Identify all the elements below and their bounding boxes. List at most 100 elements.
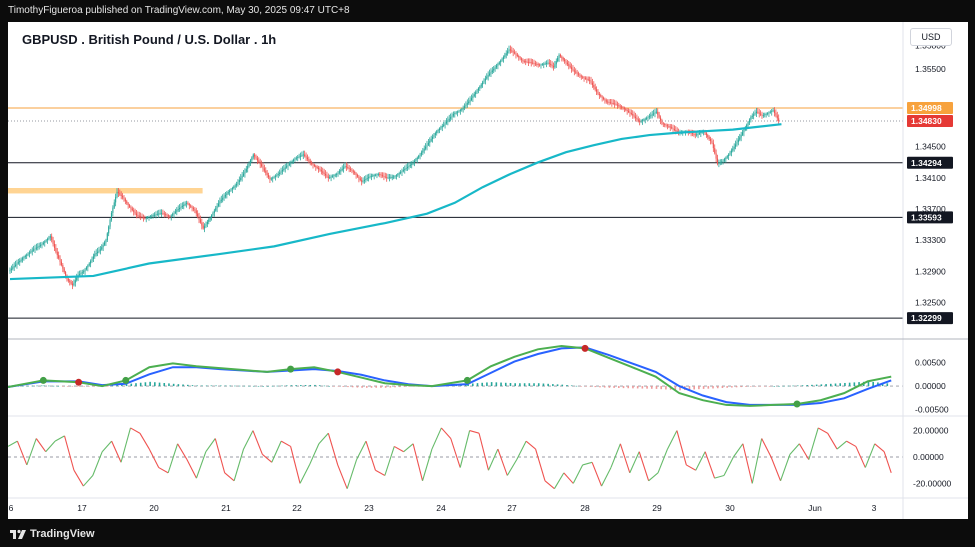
- candle-body: [583, 77, 585, 79]
- histogram-bar: [66, 386, 69, 387]
- candle-body: [719, 162, 721, 164]
- x-tick-label: 17: [77, 503, 87, 513]
- candle-body: [755, 111, 757, 114]
- candle-body: [665, 124, 667, 126]
- candle-body: [205, 224, 207, 227]
- candle-body: [363, 179, 365, 181]
- histogram-bar: [40, 385, 43, 387]
- candle-body: [669, 126, 671, 128]
- candle-body: [501, 58, 503, 61]
- candle-body: [76, 277, 78, 281]
- candle-body: [540, 64, 542, 66]
- histogram-bar: [106, 386, 109, 387]
- candle-body: [483, 80, 485, 83]
- chart-title: GBPUSD . British Pound / U.S. Dollar . 1…: [22, 32, 277, 47]
- candle-body: [470, 98, 473, 101]
- histogram-bar: [792, 385, 794, 387]
- histogram-bar: [603, 386, 606, 388]
- candle-body: [216, 205, 218, 209]
- histogram-bar: [533, 383, 535, 387]
- candle-body: [348, 168, 350, 169]
- momentum-line-segment: [770, 456, 782, 481]
- candle-body: [149, 216, 151, 218]
- histogram-bar: [398, 386, 401, 388]
- candle-body: [28, 252, 31, 254]
- candle-body: [716, 158, 719, 164]
- candle-body: [16, 263, 18, 265]
- y-tick-label: 1.35500: [915, 64, 946, 74]
- candle-body: [413, 160, 416, 163]
- candle-body: [138, 215, 140, 217]
- candle-body: [771, 110, 773, 112]
- candle-body: [497, 63, 499, 66]
- candle-body: [590, 80, 592, 83]
- candle-body: [177, 209, 179, 211]
- histogram-bar: [380, 386, 382, 388]
- candle-body: [401, 171, 403, 173]
- x-tick-label: 30: [725, 503, 735, 513]
- candle-body: [219, 201, 221, 204]
- candle-body: [646, 117, 648, 119]
- candle-body: [62, 265, 64, 269]
- momentum-line-segment: [393, 445, 404, 453]
- candle-body: [284, 167, 286, 169]
- candle-body: [152, 215, 154, 217]
- histogram-bar: [561, 384, 564, 387]
- histogram-bar: [328, 385, 330, 387]
- candle-body: [541, 64, 543, 66]
- candle-body: [134, 211, 136, 214]
- histogram-bar: [537, 383, 540, 387]
- histogram-bar: [702, 386, 705, 389]
- histogram-bar: [366, 386, 368, 388]
- candle-body: [577, 73, 580, 75]
- candle-body: [394, 176, 396, 178]
- momentum-line-segment: [299, 464, 310, 484]
- candle-body: [42, 242, 44, 245]
- candle-body: [760, 113, 762, 115]
- candle-body: [451, 115, 453, 118]
- histogram-bar: [43, 385, 45, 387]
- candle-body: [191, 206, 193, 208]
- histogram-bar: [26, 385, 29, 387]
- candle-body: [174, 211, 176, 213]
- momentum-line-segment: [120, 427, 132, 463]
- momentum-line-segment: [714, 474, 725, 479]
- histogram-bar: [205, 385, 208, 387]
- candle-body: [331, 175, 334, 177]
- candle-body: [534, 63, 536, 65]
- candle-body: [88, 263, 90, 266]
- candle-body: [611, 102, 613, 104]
- candle-body: [302, 154, 304, 156]
- x-tick-label: 28: [580, 503, 590, 513]
- candle-body: [35, 247, 37, 249]
- candle-body: [192, 207, 195, 210]
- candle-body: [566, 62, 568, 65]
- candle-body: [233, 186, 235, 188]
- candle-body: [244, 171, 246, 174]
- momentum-line-segment: [356, 440, 367, 460]
- candle-body: [13, 266, 15, 268]
- candle-body: [584, 77, 587, 79]
- histogram-bar: [57, 385, 60, 387]
- histogram-bar: [290, 385, 293, 387]
- candle-body: [490, 72, 492, 74]
- candle-body: [586, 78, 588, 80]
- currency-button[interactable]: USD: [910, 28, 952, 46]
- candle-body: [40, 244, 42, 246]
- candle-body: [750, 117, 752, 120]
- histogram-bar: [490, 382, 493, 387]
- candle-body: [422, 150, 424, 153]
- chart-panel[interactable]: 1.358001.355001.345001.341001.337001.333…: [8, 22, 968, 519]
- candle-body: [721, 161, 723, 163]
- price-level-tag: [907, 156, 953, 169]
- candle-body: [626, 109, 628, 111]
- candle-body: [362, 180, 364, 182]
- price-level-tag-label: 1.33593: [911, 212, 942, 222]
- candle-body: [544, 63, 546, 65]
- momentum-line-segment: [817, 427, 828, 434]
- candle-body: [736, 142, 738, 145]
- histogram-bar: [867, 381, 870, 387]
- candle-body: [359, 178, 361, 181]
- candle-body: [773, 110, 776, 113]
- chart-canvas[interactable]: 1.358001.355001.345001.341001.337001.333…: [8, 22, 968, 519]
